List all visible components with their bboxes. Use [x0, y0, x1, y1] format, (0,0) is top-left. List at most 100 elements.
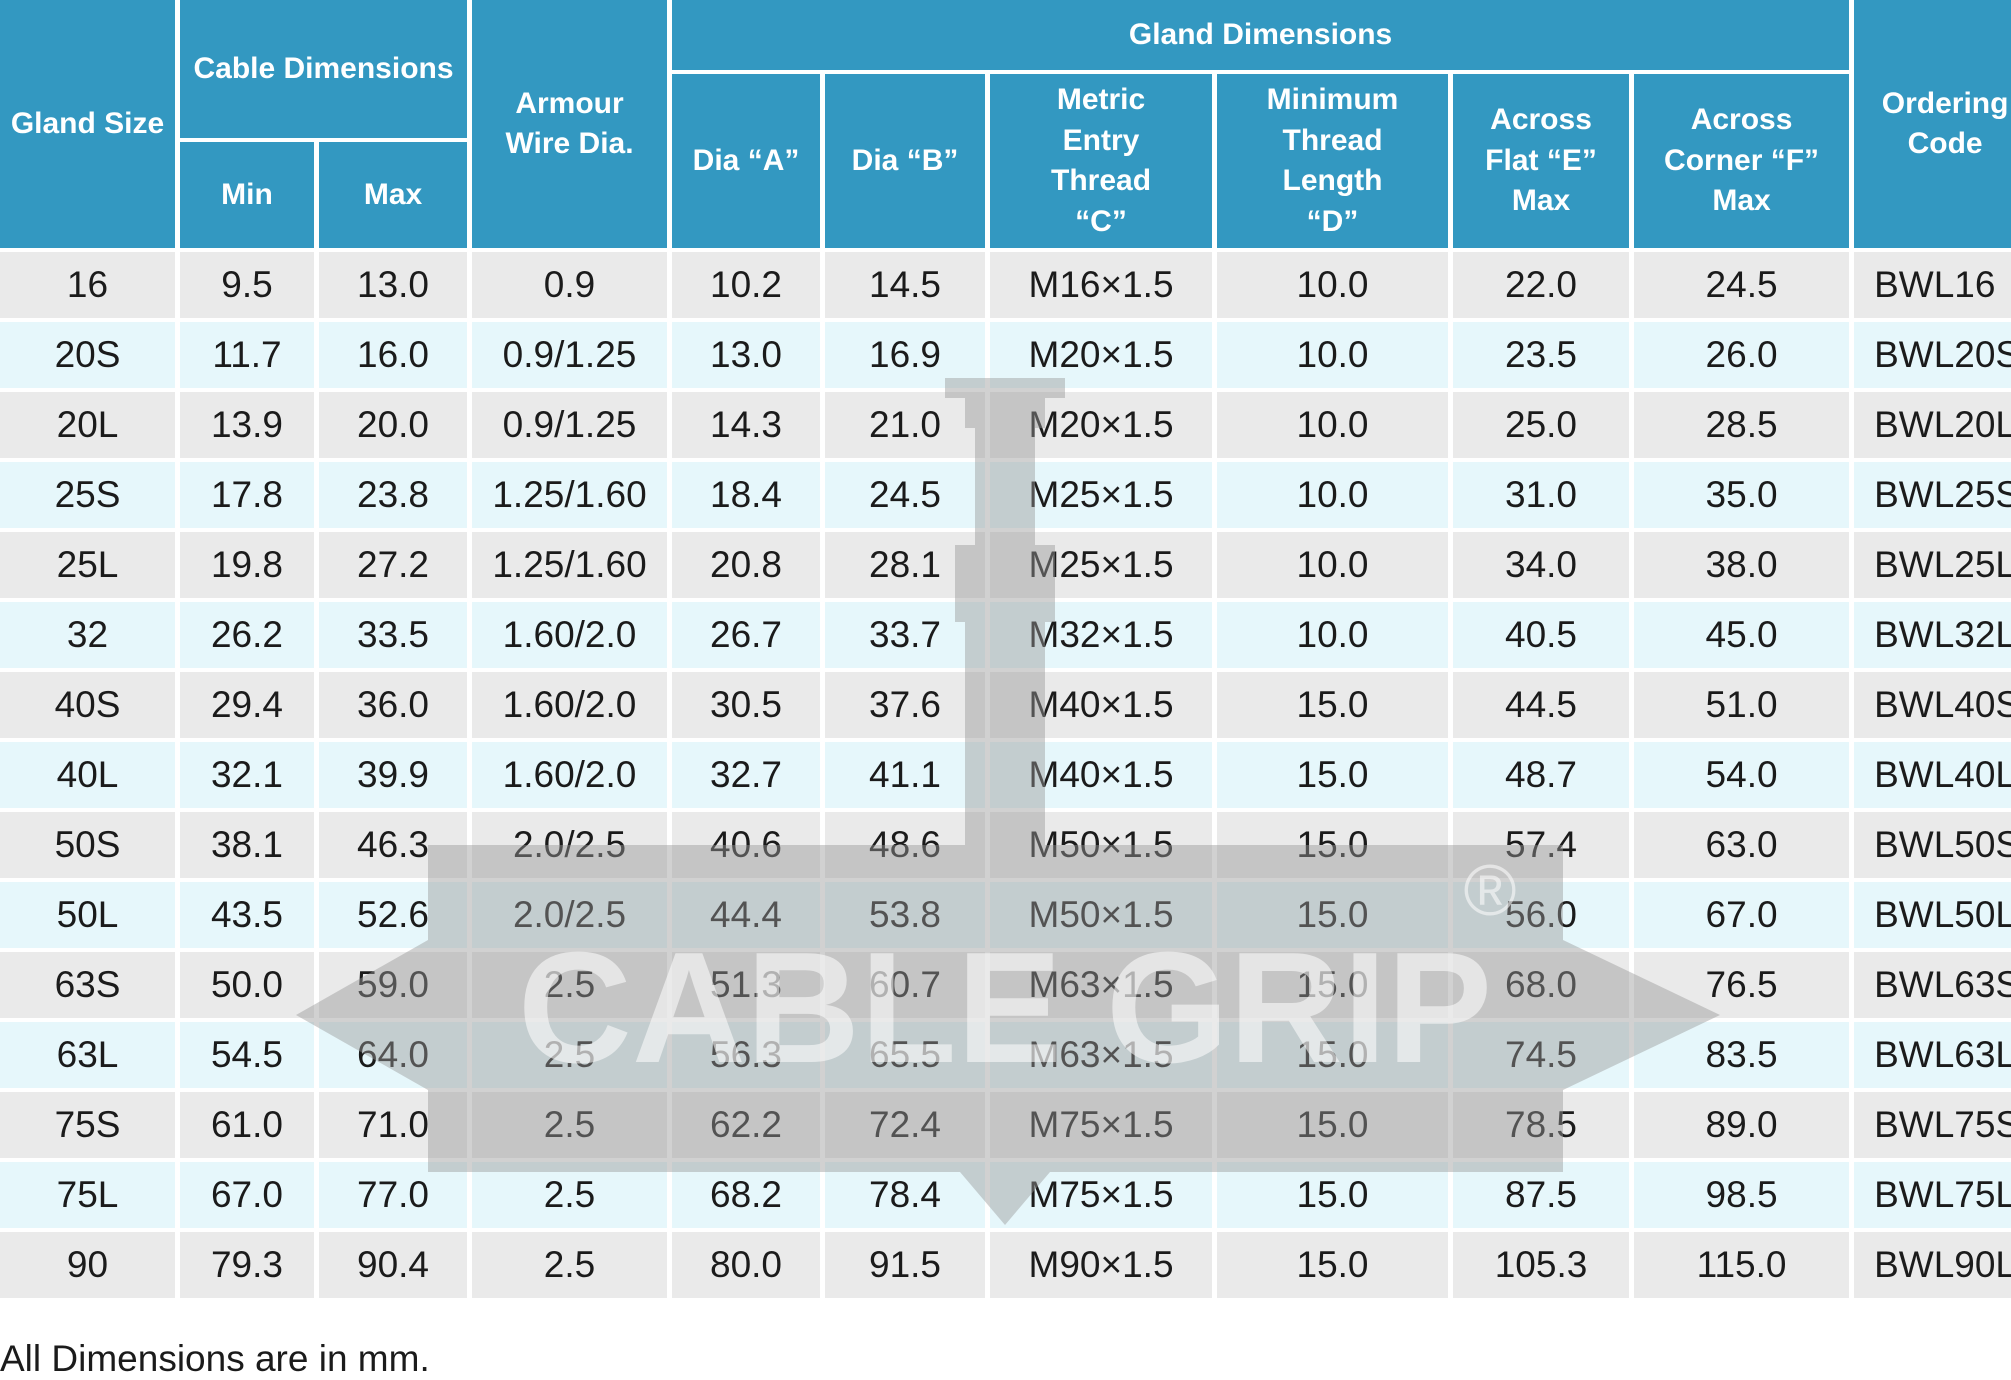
cell-ordering-code: BWL75L	[1854, 1162, 2011, 1228]
cell-dia-a: 68.2	[672, 1162, 821, 1228]
cell-across-corner-f: 28.5	[1634, 392, 1850, 458]
cell-gland-size: 20L	[0, 392, 175, 458]
footnote: All Dimensions are in mm.	[0, 1338, 430, 1379]
table-row: 16 9.5 13.0 0.9 10.2 14.5 M16×1.5 10.0 22.0 24.5 B…	[0, 252, 2011, 318]
gland-spec-table-container: Gland Size Cable Dimensions Armour Wire …	[0, 0, 2011, 1298]
cell-cable-min: 9.5	[180, 252, 314, 318]
cell-across-corner-f: 89.0	[1634, 1092, 1850, 1158]
table-body: 16 9.5 13.0 0.9 10.2 14.5 M16×1.5 10.0 22.0 24.5 B…	[0, 252, 2011, 1298]
cell-dia-a: 13.0	[672, 322, 821, 388]
cell-gland-size: 32	[0, 602, 175, 668]
cell-ordering-code: BWL63S	[1854, 952, 2011, 1018]
cell-armour-wire-dia: 1.60/2.0	[472, 602, 668, 668]
cell-dia-b: 60.7	[825, 952, 986, 1018]
cell-dia-b: 72.4	[825, 1092, 986, 1158]
cell-across-flat-e: 48.7	[1453, 742, 1630, 808]
cell-cable-min: 79.3	[180, 1232, 314, 1298]
cell-armour-wire-dia: 2.5	[472, 1022, 668, 1088]
table-row: 75L 67.0 77.0 2.5 68.2 78.4 M75×1.5 15.0 87.5 98.…	[0, 1162, 2011, 1228]
cell-armour-wire-dia: 1.60/2.0	[472, 672, 668, 738]
cell-cable-max: 39.9	[319, 742, 468, 808]
cell-metric-entry-thread: M25×1.5	[990, 532, 1213, 598]
table-row: 40S 29.4 36.0 1.60/2.0 30.5 37.6 M40×1.5 15.0 44…	[0, 672, 2011, 738]
cell-across-corner-f: 83.5	[1634, 1022, 1850, 1088]
cell-ordering-code: BWL25S	[1854, 462, 2011, 528]
cell-dia-b: 37.6	[825, 672, 986, 738]
cell-gland-size: 50S	[0, 812, 175, 878]
cell-gland-size: 63S	[0, 952, 175, 1018]
cell-armour-wire-dia: 0.9	[472, 252, 668, 318]
cell-cable-max: 23.8	[319, 462, 468, 528]
table-row: 32 26.2 33.5 1.60/2.0 26.7 33.7 M32×1.5 10.0 40.…	[0, 602, 2011, 668]
cell-ordering-code: BWL32L	[1854, 602, 2011, 668]
cell-armour-wire-dia: 1.25/1.60	[472, 532, 668, 598]
cell-across-corner-f: 38.0	[1634, 532, 1850, 598]
cell-cable-max: 20.0	[319, 392, 468, 458]
table-row: 63S 50.0 59.0 2.5 51.3 60.7 M63×1.5 15.0 68.0 76.…	[0, 952, 2011, 1018]
cell-ordering-code: BWL25L	[1854, 532, 2011, 598]
cell-dia-b: 48.6	[825, 812, 986, 878]
cell-gland-size: 90	[0, 1232, 175, 1298]
cell-minimum-thread-length: 15.0	[1217, 952, 1449, 1018]
table-row: 50L 43.5 52.6 2.0/2.5 44.4 53.8 M50×1.5 15.0 56.…	[0, 882, 2011, 948]
cell-dia-a: 20.8	[672, 532, 821, 598]
gland-spec-table: Gland Size Cable Dimensions Armour Wire …	[0, 0, 2011, 1298]
cell-metric-entry-thread: M75×1.5	[990, 1162, 1213, 1228]
cell-across-flat-e: 56.0	[1453, 882, 1630, 948]
cell-across-flat-e: 23.5	[1453, 322, 1630, 388]
cell-metric-entry-thread: M75×1.5	[990, 1092, 1213, 1158]
cell-minimum-thread-length: 15.0	[1217, 742, 1449, 808]
cell-ordering-code: BWL20L	[1854, 392, 2011, 458]
cell-cable-max: 36.0	[319, 672, 468, 738]
cell-dia-b: 28.1	[825, 532, 986, 598]
cell-metric-entry-thread: M63×1.5	[990, 1022, 1213, 1088]
cell-dia-b: 14.5	[825, 252, 986, 318]
cell-cable-min: 17.8	[180, 462, 314, 528]
cell-armour-wire-dia: 1.60/2.0	[472, 742, 668, 808]
header-across-flat: Across Flat “E” Max	[1453, 74, 1630, 248]
cell-gland-size: 20S	[0, 322, 175, 388]
header-dia-b: Dia “B”	[825, 74, 986, 248]
cell-minimum-thread-length: 15.0	[1217, 882, 1449, 948]
cell-cable-min: 61.0	[180, 1092, 314, 1158]
cell-dia-b: 41.1	[825, 742, 986, 808]
cell-metric-entry-thread: M50×1.5	[990, 882, 1213, 948]
cell-gland-size: 50L	[0, 882, 175, 948]
cell-armour-wire-dia: 1.25/1.60	[472, 462, 668, 528]
cell-dia-b: 78.4	[825, 1162, 986, 1228]
cell-armour-wire-dia: 0.9/1.25	[472, 322, 668, 388]
cell-cable-min: 19.8	[180, 532, 314, 598]
cell-across-corner-f: 115.0	[1634, 1232, 1850, 1298]
cell-dia-a: 30.5	[672, 672, 821, 738]
table-row: 90 79.3 90.4 2.5 80.0 91.5 M90×1.5 15.0 105.3 115…	[0, 1232, 2011, 1298]
cell-dia-a: 56.3	[672, 1022, 821, 1088]
cell-dia-a: 44.4	[672, 882, 821, 948]
cell-across-flat-e: 87.5	[1453, 1162, 1630, 1228]
cell-dia-a: 10.2	[672, 252, 821, 318]
cell-cable-min: 43.5	[180, 882, 314, 948]
cell-across-corner-f: 98.5	[1634, 1162, 1850, 1228]
table-row: 25S 17.8 23.8 1.25/1.60 18.4 24.5 M25×1.5 10.0 3…	[0, 462, 2011, 528]
cell-across-corner-f: 26.0	[1634, 322, 1850, 388]
cell-ordering-code: BWL40L	[1854, 742, 2011, 808]
cell-across-flat-e: 57.4	[1453, 812, 1630, 878]
cell-dia-a: 80.0	[672, 1232, 821, 1298]
table-row: 40L 32.1 39.9 1.60/2.0 32.7 41.1 M40×1.5 15.0 48…	[0, 742, 2011, 808]
cell-across-flat-e: 22.0	[1453, 252, 1630, 318]
cell-ordering-code: BWL90L	[1854, 1232, 2011, 1298]
cell-cable-max: 46.3	[319, 812, 468, 878]
cell-across-flat-e: 68.0	[1453, 952, 1630, 1018]
cell-across-flat-e: 25.0	[1453, 392, 1630, 458]
cell-cable-max: 90.4	[319, 1232, 468, 1298]
cell-minimum-thread-length: 10.0	[1217, 532, 1449, 598]
cell-dia-a: 40.6	[672, 812, 821, 878]
cell-metric-entry-thread: M50×1.5	[990, 812, 1213, 878]
cell-minimum-thread-length: 10.0	[1217, 392, 1449, 458]
cell-cable-max: 52.6	[319, 882, 468, 948]
cell-gland-size: 63L	[0, 1022, 175, 1088]
cell-metric-entry-thread: M40×1.5	[990, 742, 1213, 808]
cell-cable-max: 64.0	[319, 1022, 468, 1088]
cell-gland-size: 25L	[0, 532, 175, 598]
cell-dia-b: 21.0	[825, 392, 986, 458]
cell-ordering-code: BWL75S	[1854, 1092, 2011, 1158]
